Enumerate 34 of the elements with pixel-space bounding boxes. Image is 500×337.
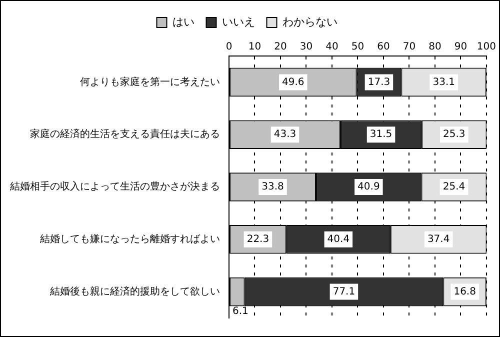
- data-label: 37.4: [427, 234, 450, 245]
- x-tick-label: 10: [248, 42, 262, 53]
- x-tick-label: 20: [274, 42, 287, 53]
- data-label: 6.1: [232, 306, 248, 317]
- y-tick-label: 結婚後も親に経済的援助をして欲しい: [49, 285, 220, 298]
- legend-label: はい: [172, 15, 194, 28]
- x-tick-label: 100: [476, 42, 496, 53]
- x-tick-label: 80: [428, 42, 442, 53]
- x-tick-label: 30: [300, 42, 313, 53]
- y-tick-label: 家庭の経済的生活を支える責任は夫にある: [30, 128, 220, 140]
- legend-label: いいえ: [222, 15, 255, 28]
- x-tick-label: 0: [226, 42, 232, 53]
- data-label: 49.6: [282, 76, 304, 88]
- y-tick-label: 結婚相手の収入によって生活の豊かさが決まる: [9, 180, 220, 193]
- y-tick-label: 結婚しても嫌になったら離婚すればよい: [39, 232, 220, 245]
- data-label: 25.4: [442, 182, 466, 193]
- x-tick-label: 70: [402, 42, 416, 53]
- data-label: 77.1: [332, 286, 356, 298]
- y-tick-label: 何よりも家庭を第一に考えたい: [80, 76, 220, 88]
- x-tick-label: 50: [351, 42, 364, 53]
- x-tick-label: 60: [377, 42, 390, 53]
- x-tick-label: 40: [326, 42, 338, 53]
- data-label: 43.3: [274, 129, 296, 140]
- data-label: 25.3: [443, 129, 466, 140]
- data-label: 40.9: [358, 182, 380, 193]
- x-tick-label: 90: [454, 42, 468, 53]
- data-label: 16.8: [454, 286, 476, 298]
- data-label: 40.4: [327, 234, 350, 245]
- data-label: 31.5: [370, 129, 392, 140]
- data-label: 33.8: [262, 182, 284, 193]
- legend-label: わからない: [282, 15, 338, 28]
- data-label: 17.3: [368, 76, 390, 88]
- data-label: 22.3: [246, 234, 270, 245]
- data-label: 33.1: [432, 76, 455, 88]
